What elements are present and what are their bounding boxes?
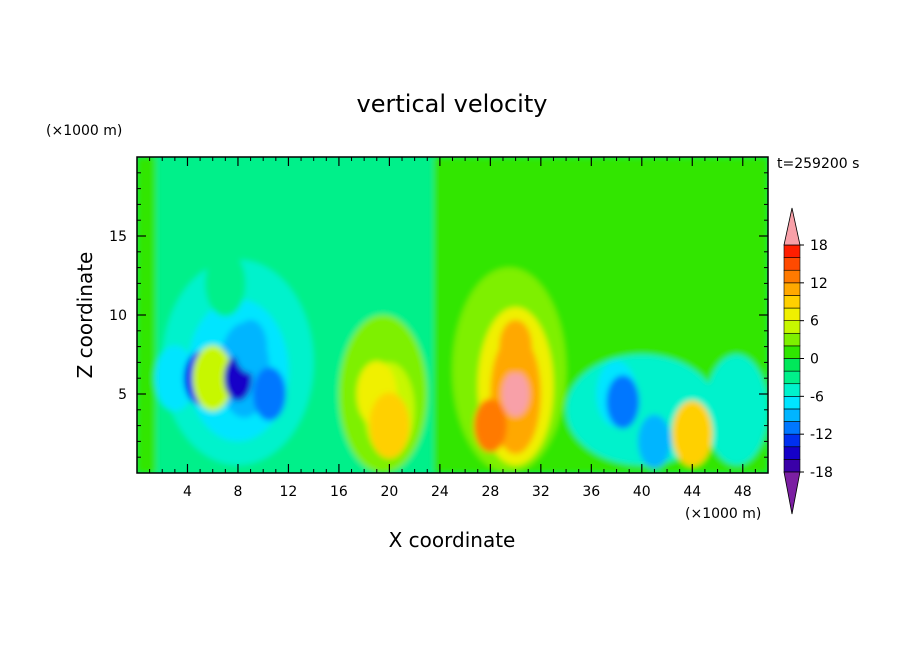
- x-tick-label: 44: [683, 484, 701, 500]
- colorbar-bin: [783, 345, 801, 359]
- x-axis-label: X coordinate: [389, 528, 516, 552]
- colorbar-bin: [783, 307, 801, 321]
- x-tick-label: 16: [330, 484, 348, 500]
- colorbar-tick-label: 6: [810, 314, 819, 330]
- colorbar-tick-label: 18: [810, 238, 828, 254]
- x-tick-label: 4: [183, 484, 192, 500]
- colorbar-bin: [783, 257, 801, 271]
- colorbar-tick-label: -6: [810, 389, 824, 405]
- colorbar: 18 12 6 0 -6 -12 -18: [783, 207, 833, 515]
- colorbar-bin: [783, 433, 801, 448]
- y-tick-label: 15: [109, 229, 127, 245]
- colorbar-bin: [783, 332, 801, 347]
- colorbar-tick-label: 12: [810, 276, 828, 292]
- chart-title: vertical velocity: [357, 90, 548, 118]
- colorbar-bin: [783, 408, 801, 422]
- colorbar-tick-label: -12: [810, 427, 833, 443]
- field-cell: [672, 400, 713, 467]
- field-cell: [154, 345, 196, 412]
- x-tick-label: 40: [633, 484, 651, 500]
- field-cell: [369, 392, 410, 459]
- x-tick-label: 8: [233, 484, 242, 500]
- colorbar-bin: [783, 295, 801, 309]
- field-cell: [638, 414, 671, 469]
- x-tick-label: 32: [532, 484, 550, 500]
- colorbar-bottom-arrow: [783, 471, 801, 515]
- field-cell: [722, 376, 763, 443]
- colorbar-bin: [783, 282, 801, 296]
- y-tick-label: 10: [109, 308, 127, 324]
- colorbar-bin: [783, 383, 801, 397]
- field-cell: [192, 345, 233, 412]
- x-tick-label: 28: [481, 484, 499, 500]
- x-tick-label: 36: [582, 484, 600, 500]
- x-tick-label: 12: [280, 484, 298, 500]
- y-axis-label: Z coordinate: [73, 252, 97, 379]
- colorbar-bin: [783, 358, 801, 372]
- colorbar-bin: [783, 320, 801, 334]
- colorbar-tick-label: -18: [810, 465, 833, 481]
- colorbar-bin: [783, 244, 801, 258]
- colorbar-bin: [783, 269, 801, 284]
- field-cell: [205, 250, 246, 317]
- x-tick-label: 24: [431, 484, 449, 500]
- x-tick-label: 20: [380, 484, 398, 500]
- colorbar-bin: [783, 446, 801, 460]
- colorbar-bin: [783, 396, 801, 410]
- field-cell: [473, 398, 507, 453]
- field-cell: [253, 367, 286, 421]
- y-tick-label: 5: [118, 387, 127, 403]
- colorbar-top-arrow: [783, 207, 801, 246]
- time-label: t=259200 s: [777, 156, 859, 172]
- y-unit-label: (×1000 m): [46, 123, 122, 139]
- x-unit-label: (×1000 m): [685, 506, 761, 522]
- colorbar-tick-label: 0: [810, 352, 819, 368]
- field-cell: [606, 375, 640, 429]
- plot-area: [137, 157, 768, 473]
- colorbar-bin: [783, 459, 801, 473]
- x-tick-label: 48: [734, 484, 752, 500]
- colorbar-bin: [783, 421, 801, 435]
- field-cell: [234, 319, 267, 374]
- colorbar-bin: [783, 370, 801, 385]
- field-cell: [499, 319, 533, 374]
- field-cell: [501, 371, 530, 417]
